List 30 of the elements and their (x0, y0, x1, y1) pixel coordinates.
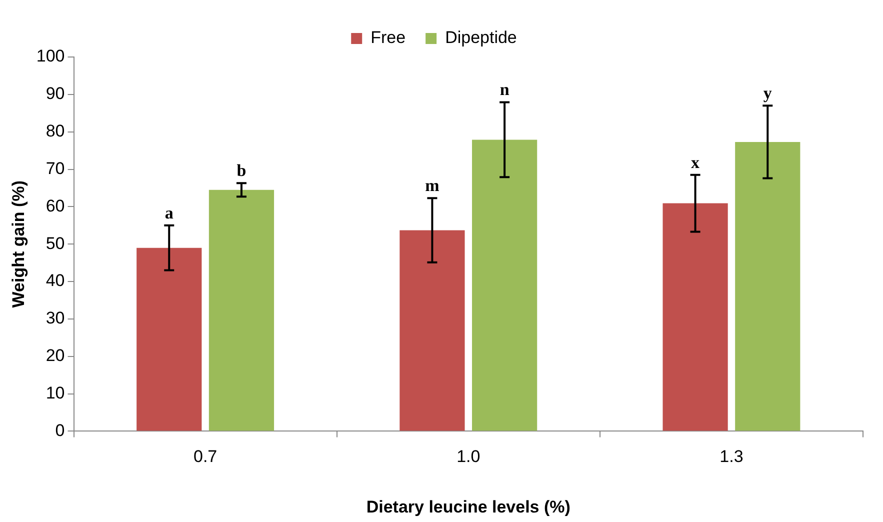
annotation: a (164, 203, 174, 222)
y-tick-label: 90 (46, 84, 65, 104)
y-tick-label: 80 (46, 122, 65, 141)
y-tick-label: 0 (55, 420, 65, 440)
bar (400, 230, 465, 431)
y-tick-label: 60 (46, 196, 65, 216)
annotation: x (691, 152, 700, 172)
y-tick-label: 70 (46, 158, 65, 178)
y-tick-label: 20 (46, 346, 65, 366)
y-axis-title: Weight gain (%) (8, 180, 28, 308)
annotation: b (236, 160, 246, 180)
y-tick-label: 40 (46, 271, 65, 290)
bar (136, 248, 202, 431)
bar (662, 203, 728, 431)
bar (735, 142, 800, 431)
legend-label: Dipeptide (445, 28, 517, 48)
y-tick-label: 10 (46, 383, 65, 402)
y-tick-label: 100 (36, 46, 65, 66)
annotation: m (425, 176, 440, 195)
annotation: n (500, 80, 510, 100)
x-axis-title: Dietary leucine levels (%) (366, 497, 570, 516)
annotation: y (763, 84, 772, 103)
x-tick-label: 1.3 (720, 447, 744, 466)
y-tick-label: 50 (46, 234, 65, 253)
y-tick-label: 30 (46, 308, 65, 328)
bar (472, 140, 538, 431)
x-tick-label: 1.0 (456, 447, 480, 466)
legend-label: Free (370, 28, 406, 48)
bar (208, 190, 274, 431)
x-tick-label: 0.7 (193, 447, 218, 466)
